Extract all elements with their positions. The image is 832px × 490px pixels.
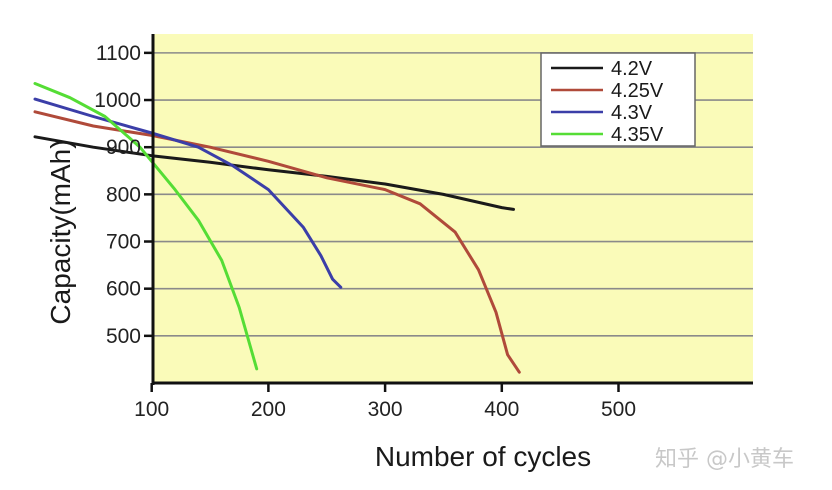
tick-label-y-800: 800 (106, 183, 141, 206)
tick-label-x-400: 400 (484, 398, 519, 421)
tick-label-y-900: 900 (106, 136, 141, 159)
legend-label-4-2V: 4.2V (611, 58, 653, 80)
tick-label-y-1100: 1100 (96, 42, 141, 65)
series-line-4-2V (33, 135, 515, 211)
x-axis-title: Number of cycles (375, 441, 591, 472)
tick-label-x-100: 100 (134, 398, 169, 421)
watermark: 知乎 @小黄车 (655, 447, 794, 472)
legend-label-4-35V: 4.35V (611, 124, 664, 146)
y-axis-title: Capacity(mAh) (45, 139, 76, 324)
series-line-4-3V (33, 97, 343, 289)
tick-labels: 500 600 700 800 900 1000 1100 100 200 300 400 500 (94, 42, 636, 421)
tick-label-x-200: 200 (251, 398, 286, 421)
series-line-4-35V (33, 82, 259, 371)
tick-label-x-500: 500 (601, 398, 636, 421)
ticks (144, 51, 620, 392)
tick-label-y-1000: 1000 (94, 89, 141, 112)
tick-label-y-500: 500 (106, 325, 141, 348)
tick-label-y-600: 600 (106, 278, 141, 301)
legend-label-4-3V: 4.3V (611, 102, 653, 124)
legend-label-4-25V: 4.25V (611, 80, 664, 102)
tick-label-y-700: 700 (106, 231, 141, 254)
tick-label-x-300: 300 (368, 398, 403, 421)
